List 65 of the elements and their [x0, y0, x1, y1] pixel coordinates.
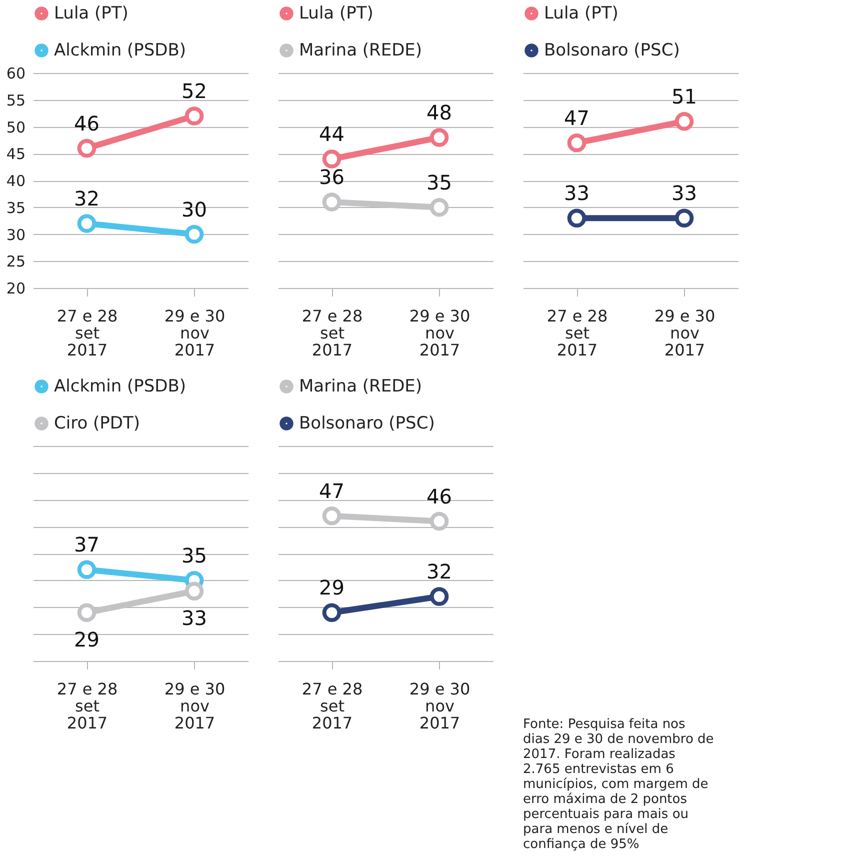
point	[77, 214, 96, 233]
legend-label: Alckmin (PSDB)	[54, 40, 186, 60]
point	[430, 587, 449, 606]
data-label: 33	[182, 606, 207, 630]
x-tick-label: 27 e 28 set 2017	[302, 680, 363, 732]
x-tick-label: 29 e 30 nov 2017	[164, 306, 226, 360]
data-label: 47	[564, 106, 590, 130]
data-label: 33	[564, 181, 590, 206]
y-tick-label: 40	[6, 172, 26, 190]
data-label: 36	[319, 165, 344, 189]
legend-label: Lula (PT)	[544, 4, 618, 24]
data-label: 37	[74, 532, 100, 557]
data-label: 30	[182, 197, 207, 222]
data-label: 47	[319, 478, 344, 503]
data-label: 44	[319, 122, 344, 146]
y-tick-label: 45	[6, 145, 26, 164]
x-tick-label: 27 e 28 set 2017	[302, 306, 363, 360]
legend-label: Marina (REDE)	[299, 376, 422, 396]
data-label: 35	[426, 170, 452, 194]
data-label: 52	[182, 79, 207, 103]
x-tick-label: 29 e 30 nov 2017	[654, 306, 716, 360]
legend-label: Ciro (PDT)	[54, 414, 140, 434]
x-tick-label: 29 e 30 nov 2017	[164, 680, 226, 732]
point	[77, 560, 96, 580]
point	[430, 128, 449, 147]
point	[430, 512, 449, 531]
data-label: 32	[74, 186, 100, 210]
legend-label: Lula (PT)	[54, 4, 128, 24]
y-tick-label: 60	[6, 64, 26, 82]
x-tick-label: 27 e 28 set 2017	[56, 306, 118, 360]
point	[322, 506, 342, 526]
data-label: 33	[672, 181, 697, 206]
data-label: 46	[74, 111, 100, 136]
data-label: 29	[319, 576, 344, 600]
point	[322, 150, 342, 168]
legend-label: Bolsonaro (PSC)	[544, 40, 680, 60]
point	[77, 138, 96, 158]
x-tick-label: 29 e 30 nov 2017	[409, 680, 470, 732]
x-tick-label: 27 e 28 set 2017	[546, 306, 608, 360]
y-tick-label: 25	[6, 252, 26, 271]
point	[322, 192, 342, 212]
y-tick-label: 35	[6, 198, 26, 217]
data-label: 32	[426, 560, 452, 584]
point	[430, 198, 449, 217]
y-tick-label: 55	[6, 91, 26, 110]
x-tick-label: 29 e 30 nov 2017	[409, 306, 470, 360]
legend-label: Alckmin (PSDB)	[54, 376, 186, 396]
point	[322, 603, 342, 622]
point	[77, 603, 96, 622]
y-tick-label: 20	[6, 280, 26, 298]
legend-label: Marina (REDE)	[299, 40, 422, 60]
text: Fonte: Pesquisa feita nos dias 29 e 30 de novembro de 2017. Foram realizadas 2.765 entrevistas em 6 municípios, com margem de erro máxima de 2 pontos percentuais para mais ou para menos e nível de confiança de 95%	[523, 717, 714, 852]
point	[184, 224, 204, 244]
legend-label: Bolsonaro (PSC)	[299, 414, 435, 434]
y-tick-label: 50	[6, 118, 26, 136]
legend-label: Lula (PT)	[299, 4, 374, 24]
x-tick-label: 27 e 28 set 2017	[56, 680, 118, 732]
y-tick-label: 30	[6, 226, 26, 244]
data-label: 51	[672, 84, 697, 108]
data-label: 46	[426, 484, 452, 508]
point	[184, 582, 204, 601]
data-label: 29	[74, 628, 100, 652]
data-label: 48	[426, 100, 452, 124]
data-label: 35	[182, 543, 207, 568]
point	[184, 106, 204, 126]
